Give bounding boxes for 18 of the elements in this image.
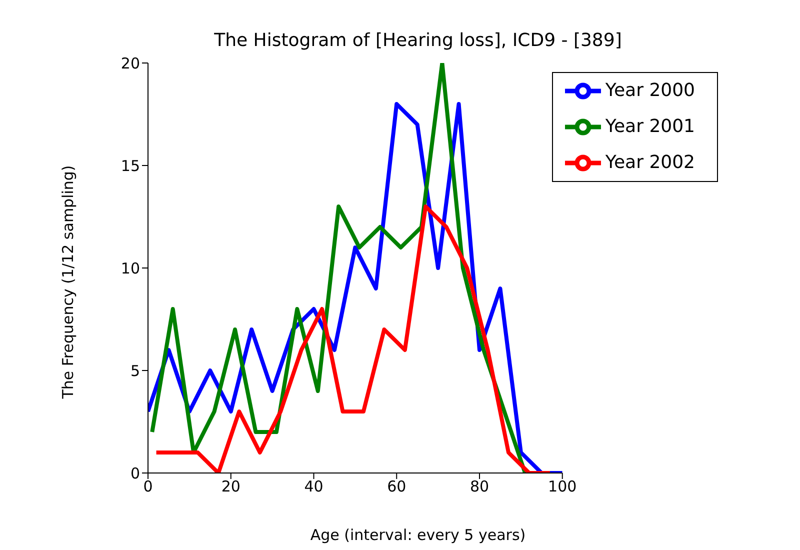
y-tick-label: 20 <box>120 54 140 72</box>
line-series <box>154 204 552 473</box>
legend-label: Year 2001 <box>605 116 695 137</box>
x-tick-label: 20 <box>221 478 240 496</box>
legend-label: Year 2002 <box>605 152 695 173</box>
x-axis-title: Age (interval: every 5 years) <box>309 526 527 544</box>
x-tick-label: 60 <box>387 478 406 496</box>
y-tick-label: 10 <box>120 259 140 278</box>
y-axis-title: The Frequency (1/12 sampling) <box>59 164 77 401</box>
x-tick-label: 0 <box>143 478 153 496</box>
x-tick-label: 80 <box>470 478 490 496</box>
legend-label: Year 2000 <box>605 80 695 101</box>
y-tick-label: 0 <box>130 464 140 482</box>
y-tick-label: 5 <box>130 362 140 380</box>
x-tick-label: 40 <box>304 478 324 496</box>
x-tick-label: 100 <box>548 478 577 496</box>
chart-title: The Histogram of [Hearing loss], ICD9 - [389] <box>213 30 623 51</box>
y-tick-label: 15 <box>120 156 140 175</box>
